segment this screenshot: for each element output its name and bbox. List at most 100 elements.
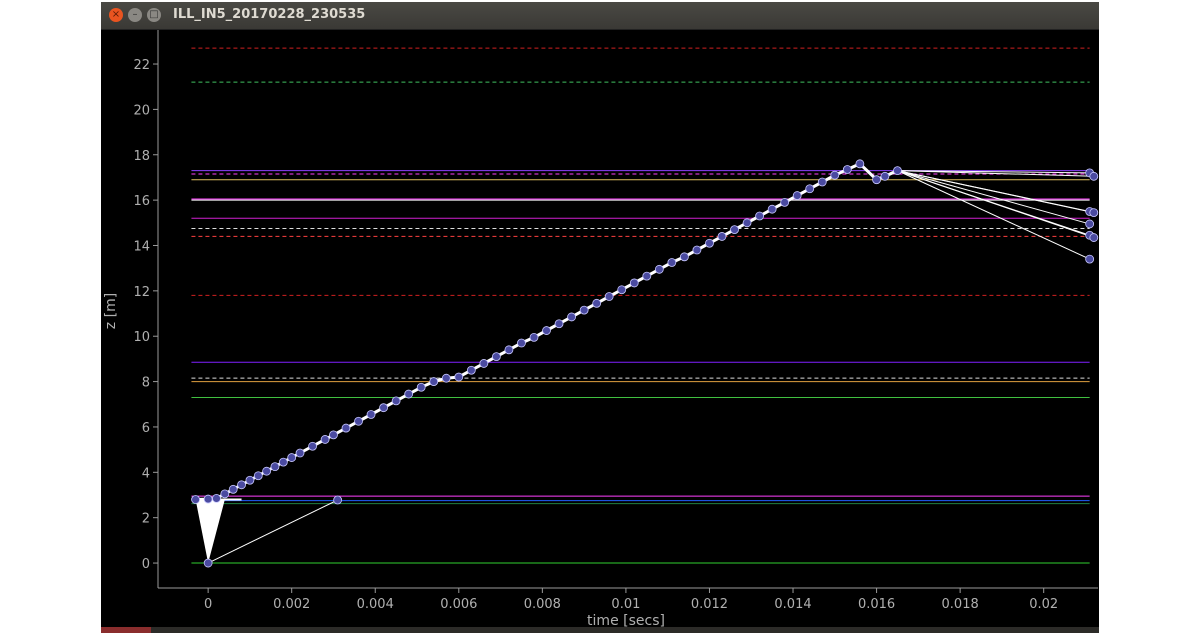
fan-line bbox=[897, 170, 1094, 177]
data-point bbox=[1089, 208, 1099, 217]
data-point bbox=[253, 471, 263, 481]
data-point bbox=[341, 423, 351, 433]
data-point bbox=[354, 416, 363, 426]
y-tick-label: 22 bbox=[133, 58, 150, 73]
y-tick-label: 0 bbox=[142, 557, 150, 572]
fan-line bbox=[897, 170, 1090, 174]
y-tick-label: 16 bbox=[133, 194, 150, 209]
data-point bbox=[491, 352, 501, 362]
data-point bbox=[717, 232, 727, 241]
data-point bbox=[404, 389, 414, 399]
data-point bbox=[629, 278, 639, 288]
y-tick-label: 18 bbox=[133, 149, 150, 164]
y-tick-label: 10 bbox=[133, 330, 150, 345]
origin-line bbox=[207, 499, 338, 564]
data-point bbox=[504, 345, 514, 355]
data-point bbox=[529, 332, 539, 342]
data-point bbox=[366, 410, 376, 419]
window-title: ILL_IN5_20170228_230535 bbox=[173, 7, 366, 22]
data-point bbox=[842, 165, 852, 174]
close-button[interactable]: × bbox=[109, 8, 123, 22]
data-point bbox=[830, 170, 840, 180]
data-point bbox=[270, 462, 280, 472]
data-point bbox=[295, 448, 305, 458]
x-tick-label: 0.01 bbox=[611, 597, 640, 612]
x-tick-label: 0.002 bbox=[273, 597, 310, 612]
axes: 0 2 4 6 8 10 12 14 16 18 20 22 0 0.002 0.004 0.006 0.008… bbox=[133, 30, 1098, 612]
y-tick-label: 6 bbox=[142, 421, 150, 436]
x-tick-label: 0.004 bbox=[357, 597, 394, 612]
data-point bbox=[262, 466, 272, 476]
fan-line bbox=[897, 170, 1090, 225]
data-point bbox=[333, 495, 343, 505]
data-point bbox=[441, 373, 451, 383]
data-point bbox=[308, 441, 317, 451]
reference-lines bbox=[191, 47, 1090, 564]
data-point bbox=[517, 338, 526, 348]
data-point bbox=[212, 494, 221, 503]
data-point bbox=[479, 359, 489, 368]
y-tick-label: 4 bbox=[142, 466, 150, 481]
y-tick-label: 20 bbox=[133, 103, 150, 118]
data-point bbox=[278, 457, 288, 467]
data-point bbox=[592, 298, 602, 308]
data-point bbox=[542, 326, 551, 335]
data-point bbox=[237, 480, 246, 490]
x-tick-label: 0.018 bbox=[942, 597, 979, 612]
data-point bbox=[379, 403, 389, 413]
y-axis-label: z [m] bbox=[103, 293, 119, 329]
data-point bbox=[817, 177, 827, 187]
taskbar bbox=[101, 627, 1099, 633]
y-tick-label: 14 bbox=[133, 239, 150, 254]
x-tick-label: 0.008 bbox=[524, 597, 561, 612]
data-point bbox=[855, 159, 865, 169]
data-point bbox=[454, 372, 464, 382]
data-point bbox=[579, 305, 589, 315]
data-point bbox=[228, 484, 238, 494]
data-point bbox=[1089, 171, 1099, 181]
data-point bbox=[191, 495, 200, 504]
data-point bbox=[604, 292, 614, 301]
data-point bbox=[742, 218, 752, 228]
data-point bbox=[755, 211, 764, 221]
data-point bbox=[567, 312, 577, 322]
x-tick-label: 0.006 bbox=[440, 597, 477, 612]
data-point bbox=[1085, 219, 1095, 229]
data-point bbox=[617, 285, 627, 295]
taskbar-accent bbox=[101, 627, 151, 633]
plot-window: × – □ ILL_IN5_20170228_230535 0 2 4 6 8 10 12 1… bbox=[101, 2, 1099, 633]
x-tick-label: 0.016 bbox=[858, 597, 895, 612]
data-point bbox=[780, 197, 790, 207]
x-tick-label: 0 bbox=[204, 597, 212, 612]
data-point bbox=[245, 475, 255, 485]
data-point bbox=[320, 435, 330, 444]
data-point bbox=[391, 396, 401, 406]
data-point bbox=[642, 271, 652, 281]
data-point bbox=[287, 453, 297, 462]
data-point bbox=[692, 245, 702, 255]
y-tick-label: 2 bbox=[142, 512, 150, 527]
data-point bbox=[680, 252, 689, 262]
data-point bbox=[220, 489, 230, 499]
maximize-button[interactable]: □ bbox=[147, 8, 161, 22]
data-point bbox=[667, 258, 677, 267]
x-tick-label: 0.014 bbox=[774, 597, 811, 612]
x-tick-label: 0.02 bbox=[1029, 597, 1058, 612]
x-tick-label: 0.012 bbox=[691, 597, 728, 612]
data-point bbox=[1089, 233, 1099, 242]
data-point bbox=[329, 430, 338, 440]
data-point bbox=[792, 191, 802, 200]
data-point bbox=[466, 365, 476, 375]
data-point bbox=[554, 319, 564, 329]
data-point bbox=[203, 558, 213, 568]
data-point bbox=[416, 382, 426, 392]
data-point bbox=[1085, 254, 1095, 264]
fan-line bbox=[897, 170, 1094, 214]
minimize-button[interactable]: – bbox=[128, 8, 142, 22]
data-point bbox=[203, 494, 213, 504]
data-point bbox=[880, 171, 890, 181]
data-point bbox=[805, 184, 815, 194]
y-tick-label: 12 bbox=[133, 285, 150, 300]
data-point bbox=[767, 204, 777, 214]
window-titlebar[interactable]: × – □ ILL_IN5_20170228_230535 bbox=[101, 2, 1099, 30]
